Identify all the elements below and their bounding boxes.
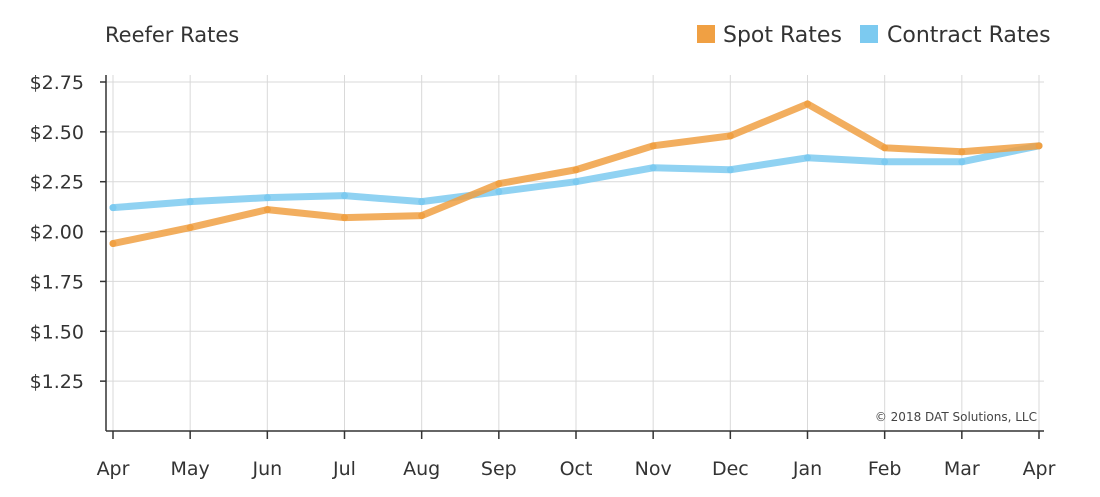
contract-rates-point	[263, 194, 271, 202]
contract-rates-point	[495, 188, 503, 196]
y-tick-label: $2.25	[30, 172, 84, 194]
x-tick-label: Jan	[792, 458, 822, 480]
x-tick-label: Oct	[560, 458, 593, 480]
y-tick-label: $1.50	[30, 321, 84, 343]
contract-rates-point	[109, 204, 117, 212]
spot-rates-point	[649, 142, 657, 150]
spot-rates-point	[958, 148, 966, 156]
x-tick-label: Feb	[868, 458, 902, 480]
contract-rates-point	[958, 158, 966, 166]
spot-rates-point	[804, 100, 811, 108]
contract-rates-point	[726, 166, 734, 174]
contract-rates-point	[649, 164, 657, 172]
x-tick-label: Mar	[944, 458, 980, 480]
x-tick-label: Dec	[712, 458, 749, 480]
spot-rates-point	[572, 166, 580, 174]
x-tick-label: May	[171, 458, 210, 480]
gridlines	[106, 75, 1044, 431]
spot-rates-point	[186, 224, 194, 232]
x-tick-label: Jun	[251, 458, 282, 480]
legend-label-contract-rates: Contract Rates	[887, 23, 1051, 48]
x-tick-label: Jul	[332, 458, 356, 480]
spot-rates-point	[109, 240, 117, 248]
x-tick-label: Aug	[403, 458, 440, 480]
y-tick-label: $1.25	[30, 371, 84, 393]
axes	[105, 75, 1044, 432]
contract-rates-point	[341, 192, 348, 200]
spot-rates-point	[418, 212, 426, 220]
y-tick-label: $2.75	[30, 72, 84, 94]
spot-rates-point	[495, 180, 503, 188]
x-tick-label: Nov	[635, 458, 672, 480]
legend-label-spot-rates: Spot Rates	[723, 23, 842, 48]
contract-rates-point	[186, 198, 194, 206]
spot-rates-point	[1035, 142, 1043, 150]
x-tick-label: Apr	[97, 458, 130, 480]
spot-rates-point	[726, 132, 734, 140]
legend-swatch-spot-rates	[697, 25, 715, 43]
x-axis-ticks: Apr May Jun Jul Aug Sep Oct Nov Dec Jan Feb Mar Apr	[97, 431, 1056, 480]
spot-rates-point	[341, 214, 348, 222]
y-tick-label: $2.50	[30, 122, 84, 144]
x-tick-label: Sep	[481, 458, 517, 480]
legend-swatch-contract-rates	[860, 25, 878, 43]
contract-rates-point	[881, 158, 889, 166]
legend: Spot Rates Contract Rates	[697, 23, 1051, 48]
spot-rates-point	[263, 206, 271, 214]
contract-rates-point	[804, 154, 811, 162]
y-tick-label: $1.75	[30, 271, 84, 293]
series-lines	[109, 100, 1043, 248]
contract-rates-point	[572, 178, 580, 186]
copyright-annotation: © 2018 DAT Solutions, LLC	[875, 410, 1037, 424]
y-axis-ticks: $2.75 $2.50 $2.25 $2.00 $1.75 $1.50 $1.25	[30, 72, 106, 393]
chart-title: Reefer Rates	[105, 23, 239, 47]
y-tick-label: $2.00	[30, 222, 84, 244]
contract-rates-point	[418, 198, 426, 206]
spot-rates-point	[881, 144, 889, 152]
x-tick-label: Apr	[1023, 458, 1056, 480]
